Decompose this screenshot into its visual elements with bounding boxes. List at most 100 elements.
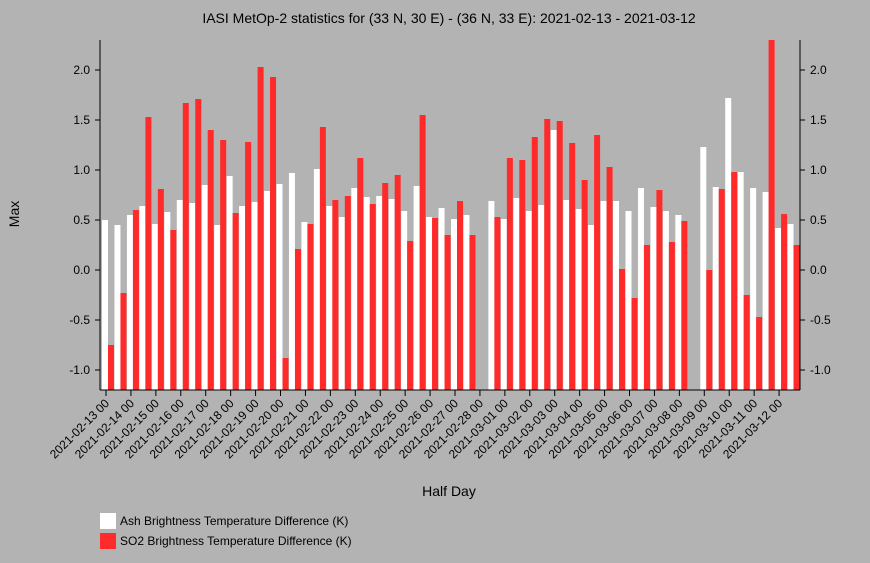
ash-bar [151, 224, 158, 390]
y-tick-label-right: 0.0 [810, 263, 827, 277]
ash-bar [288, 173, 295, 390]
ash-bar [388, 199, 395, 390]
ash-bar [301, 222, 308, 390]
so2-bar [643, 245, 650, 390]
ash-bar [550, 130, 557, 390]
so2-bar [544, 119, 551, 390]
ash-bar [675, 215, 682, 390]
ash-bar [426, 217, 433, 390]
ash-bar [725, 98, 732, 390]
x-axis-label: Half Day [422, 483, 476, 499]
ash-bar [662, 211, 669, 390]
legend-swatch-so2 [100, 533, 116, 549]
ash-bar [351, 188, 358, 390]
so2-bar [132, 210, 139, 390]
ash-bar [613, 201, 620, 390]
y-tick-label-left: 2.0 [73, 63, 90, 77]
ash-bar [363, 197, 370, 390]
legend-item-so2: SO2 Brightness Temperature Difference (K… [100, 531, 352, 551]
so2-bar [270, 77, 277, 390]
ash-bar [139, 206, 146, 390]
y-tick-label-right: 2.0 [810, 63, 827, 77]
so2-bar [195, 99, 202, 390]
ash-bar [214, 225, 221, 390]
so2-bar [743, 295, 750, 390]
so2-bar [319, 127, 326, 390]
ash-bar [463, 215, 470, 390]
so2-bar [681, 221, 688, 390]
y-tick-label-right: 1.0 [810, 163, 827, 177]
so2-bar [207, 130, 214, 390]
y-tick-label-left: 0.5 [73, 213, 90, 227]
y-tick-label-right: -0.5 [810, 313, 831, 327]
ash-bar [700, 147, 707, 390]
ash-bar [264, 191, 271, 390]
ash-bar [451, 219, 457, 390]
ash-bar [413, 186, 420, 390]
ash-bar [600, 201, 607, 390]
so2-bar [182, 103, 189, 390]
so2-bar [556, 121, 563, 390]
so2-bar [619, 269, 626, 390]
legend-label-ash: Ash Brightness Temperature Difference (K… [120, 514, 349, 528]
ash-bar [737, 172, 744, 390]
y-tick-label-left: 0.0 [73, 263, 90, 277]
so2-bar [457, 201, 463, 390]
legend-swatch-ash [100, 513, 116, 529]
ash-bar [563, 200, 570, 390]
ash-bar [588, 225, 595, 390]
so2-bar [220, 140, 227, 390]
so2-bar [344, 196, 351, 390]
so2-bar [494, 217, 501, 390]
ash-bar [313, 169, 320, 390]
so2-bar [257, 67, 264, 390]
bars-group [102, 40, 800, 390]
ash-bar [401, 211, 408, 390]
ash-bar [500, 219, 507, 390]
so2-bar [793, 245, 800, 390]
y-axis-label: Max [6, 201, 22, 227]
ash-bar [525, 211, 532, 390]
ash-bar [176, 200, 183, 390]
y-tick-label-left: 1.0 [73, 163, 90, 177]
so2-bar [531, 137, 538, 390]
axes-group: -1.0 -1.0 -0.5 -0.5 0.0 0.0 0.5 0.5 1.0 1.0 1.5 1.5… [47, 40, 831, 461]
so2-bar [294, 249, 301, 390]
so2-bar [768, 40, 775, 390]
ash-bar [637, 188, 644, 390]
ash-bar [650, 207, 657, 390]
so2-bar [581, 180, 588, 390]
ash-bar [775, 228, 782, 390]
y-tick-label-left: -0.5 [69, 313, 90, 327]
so2-bar [170, 230, 177, 390]
so2-bar [519, 160, 526, 390]
ash-bar [438, 208, 445, 390]
so2-bar [245, 142, 252, 390]
ash-bar [251, 202, 258, 390]
so2-bar [108, 345, 114, 390]
so2-bar [419, 115, 426, 390]
legend: Ash Brightness Temperature Difference (K… [100, 511, 352, 551]
so2-bar [382, 183, 389, 390]
so2-bar [232, 213, 239, 390]
so2-bar [631, 298, 638, 390]
ash-bar [239, 206, 246, 390]
y-tick-label-right: 0.5 [810, 213, 827, 227]
so2-bar [594, 135, 601, 390]
so2-bar [781, 214, 788, 390]
so2-bar [120, 293, 127, 390]
so2-bar [307, 224, 314, 390]
so2-bar [606, 167, 613, 390]
ash-bar [338, 217, 345, 390]
ash-bar [750, 188, 757, 390]
so2-bar [369, 204, 376, 390]
chart-title: IASI MetOp-2 statistics for (33 N, 30 E)… [202, 10, 696, 26]
so2-bar [432, 218, 439, 390]
legend-item-ash: Ash Brightness Temperature Difference (K… [100, 511, 352, 531]
so2-bar [444, 235, 451, 390]
so2-bar [357, 158, 364, 390]
so2-bar [731, 172, 738, 390]
so2-bar [506, 158, 513, 390]
